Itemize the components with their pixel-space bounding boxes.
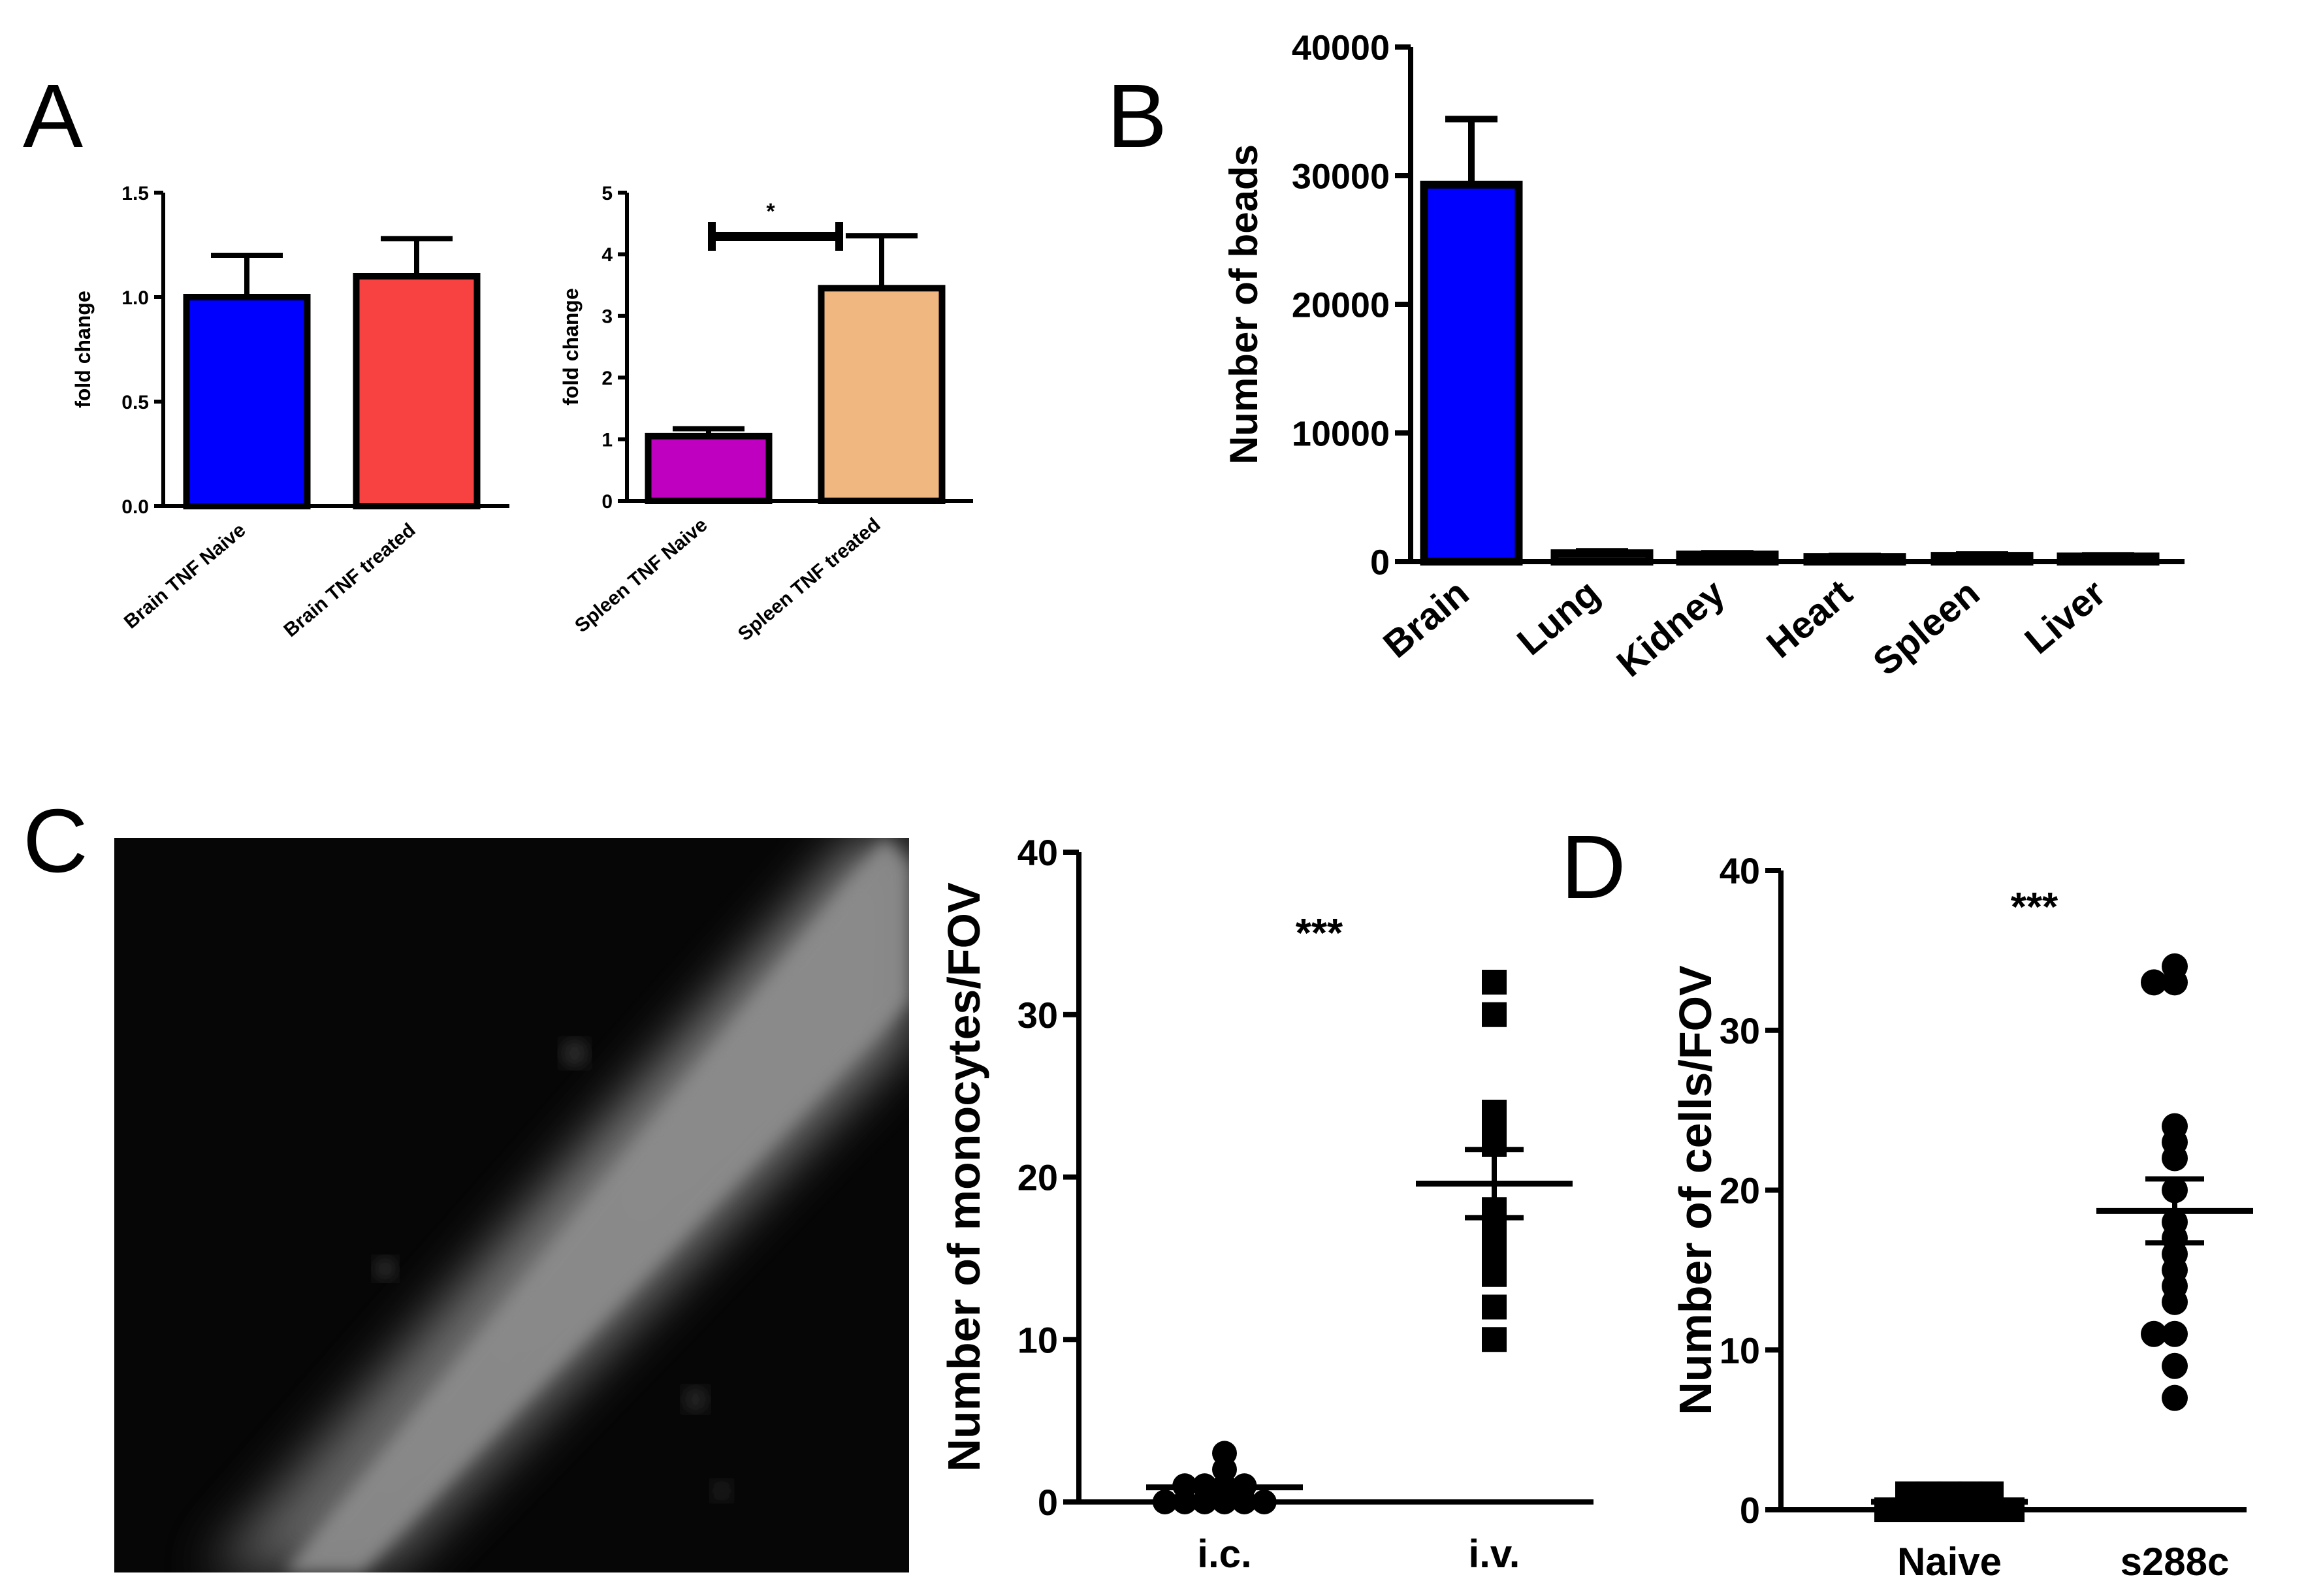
data-point-D — [2162, 1113, 2188, 1140]
y-tick-label-A2: 4 — [601, 244, 613, 266]
x-tick-label-C: i.c. — [1197, 1532, 1251, 1576]
y-tick-label-A2: 3 — [601, 306, 613, 328]
data-point-D — [2141, 969, 2167, 996]
panel-letter-c: C — [23, 791, 88, 891]
y-tick-label-A2: 2 — [601, 368, 613, 389]
y-axis-label-C: Number of monocytes/FOV — [938, 882, 989, 1472]
data-point-D — [2162, 1384, 2188, 1411]
significance-label: *** — [1296, 911, 1343, 956]
data-point-C — [1482, 1327, 1507, 1352]
bar-B — [1550, 549, 1654, 566]
y-tick-label-B: 0 — [1370, 543, 1390, 582]
y-tick-label-C: 20 — [1017, 1157, 1058, 1198]
bar-B — [2057, 552, 2160, 566]
x-tick-label-B: Lung — [1509, 571, 1607, 663]
x-tick-label-A1: Brain TNF treated — [280, 519, 419, 641]
data-point-C — [1251, 1490, 1277, 1514]
x-tick-label-B: Spleen — [1865, 571, 1987, 684]
y-tick-label-C: 40 — [1017, 832, 1058, 873]
y-tick-label-A1: 1.5 — [121, 183, 149, 204]
bar-A2 — [818, 285, 946, 504]
y-tick-label-D: 10 — [1720, 1330, 1760, 1371]
bar-B — [1803, 553, 1906, 566]
y-tick-label-B: 20000 — [1292, 285, 1390, 325]
x-tick-label-A2: Spleen TNF treated — [734, 514, 885, 645]
bar-B — [1676, 551, 1779, 566]
significance-label: * — [766, 199, 775, 224]
y-tick-label-C: 30 — [1017, 995, 1058, 1036]
y-tick-label-D: 0 — [1740, 1490, 1760, 1531]
y-axis-label-A2: fold change — [559, 288, 583, 406]
data-point-C — [1152, 1490, 1177, 1514]
x-tick-label-A2: Spleen TNF Naive — [571, 514, 711, 637]
x-tick-label-B: Kidney — [1609, 571, 1733, 685]
y-tick-label-D: 40 — [1720, 850, 1760, 891]
data-point-C — [1482, 970, 1507, 995]
y-tick-label-C: 10 — [1017, 1319, 1058, 1360]
x-tick-label-A1: Brain TNF Naive — [120, 519, 250, 633]
panel-letter-a: A — [23, 66, 83, 167]
y-tick-label-A1: 0.5 — [121, 392, 149, 413]
x-tick-label-D: s288c — [2121, 1540, 2230, 1584]
y-tick-label-A2: 0 — [601, 491, 613, 513]
y-axis-label-B: Number of beads — [1222, 144, 1266, 464]
x-tick-label-D: Naive — [1897, 1540, 2002, 1584]
data-point-C — [1482, 1294, 1507, 1320]
bar-B — [1420, 180, 1523, 566]
y-tick-label-B: 30000 — [1292, 157, 1390, 196]
x-tick-label-B: Liver — [2017, 571, 2113, 662]
bar-B — [1930, 552, 2034, 566]
y-tick-label-A1: 1.0 — [121, 287, 149, 309]
y-axis-label-A1: fold change — [71, 291, 95, 408]
data-point-D — [2141, 1320, 2167, 1347]
data-point-C — [1482, 1002, 1507, 1027]
data-point-D — [2162, 1320, 2188, 1347]
panel-letter-d: D — [1561, 817, 1626, 918]
significance-label: *** — [2011, 885, 2058, 930]
y-tick-label-A2: 1 — [601, 429, 613, 451]
bar-A1 — [353, 273, 481, 509]
y-tick-label-A2: 5 — [601, 183, 613, 204]
panel-letter-b: B — [1107, 66, 1167, 167]
data-point-C — [1212, 1441, 1237, 1466]
x-tick-label-B: Heart — [1759, 571, 1860, 666]
y-tick-label-B: 40000 — [1292, 28, 1390, 67]
y-tick-label-B: 10000 — [1292, 414, 1390, 453]
x-tick-label-B: Brain — [1375, 571, 1477, 666]
y-tick-label-D: 20 — [1720, 1170, 1760, 1211]
data-point-D — [2162, 953, 2188, 980]
data-point-C — [1482, 1100, 1507, 1125]
bar-A2 — [645, 432, 773, 505]
microscopy-image — [114, 838, 909, 1572]
bar-A1 — [183, 294, 311, 509]
y-tick-label-A1: 0.0 — [121, 496, 149, 518]
x-tick-label-C: i.v. — [1469, 1532, 1520, 1576]
y-axis-label-D: Number of cells/FOV — [1670, 965, 1721, 1415]
y-tick-label-D: 30 — [1720, 1010, 1760, 1051]
y-tick-label-C: 0 — [1038, 1482, 1058, 1523]
data-point-D — [2162, 1352, 2188, 1379]
